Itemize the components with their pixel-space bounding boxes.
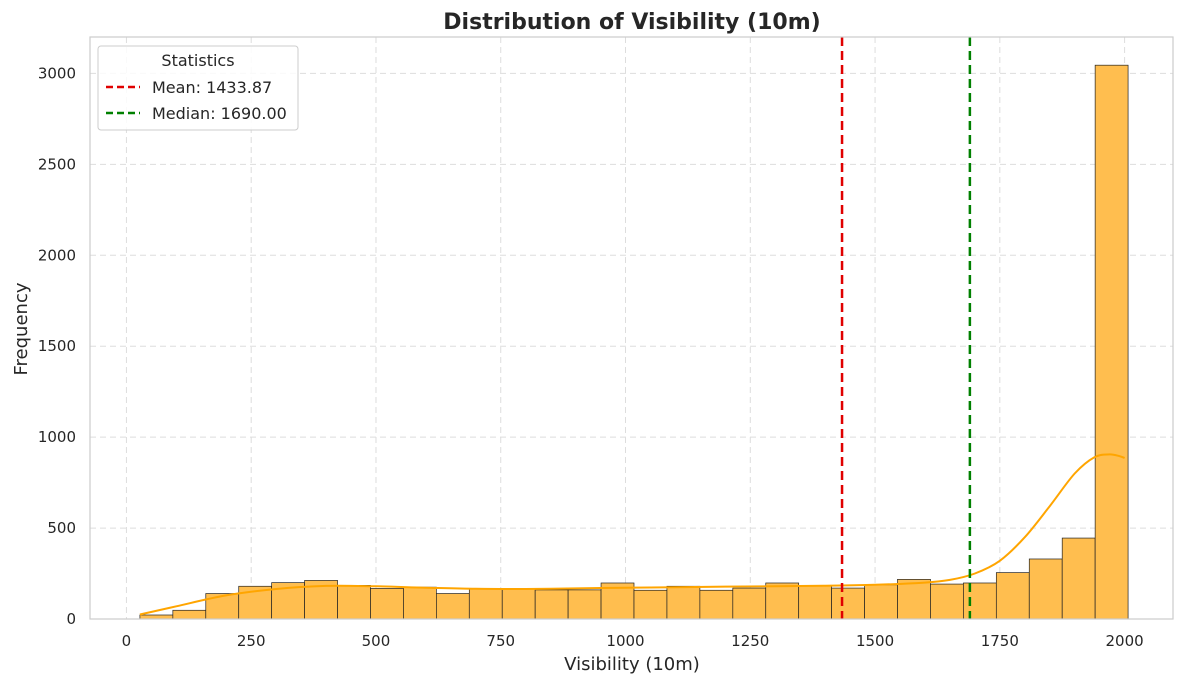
- histogram-bar: [699, 589, 734, 620]
- histogram-bar: [468, 588, 503, 620]
- x-tick-label: 250: [237, 632, 266, 650]
- kde-curve: [139, 453, 1125, 616]
- histogram-bar: [765, 582, 800, 620]
- x-tick-label: 2000: [1105, 632, 1143, 650]
- histogram-bar: [370, 588, 404, 620]
- histogram-bar: [831, 587, 865, 620]
- histogram-bar: [501, 588, 536, 620]
- histogram-bar: [139, 614, 174, 620]
- y-tick-label: 0: [66, 610, 76, 628]
- x-tick-label: 1250: [731, 632, 769, 650]
- y-tick-label: 2500: [38, 155, 76, 173]
- histogram-bar: [633, 589, 668, 620]
- histogram-bar: [403, 586, 437, 620]
- tick-labels: 0 250 500 750 1000 1250 1500 1750 2000 0 500 1000 15…: [38, 64, 1144, 650]
- histogram-bar: [337, 585, 371, 620]
- histogram-bar: [798, 585, 832, 620]
- histogram-bar: [732, 587, 767, 620]
- legend-title: Statistics: [161, 51, 234, 70]
- x-tick-label: 1750: [981, 632, 1019, 650]
- histogram-bar: [1028, 558, 1063, 620]
- histogram-bar: [205, 593, 240, 620]
- legend: Statistics Mean: 1433.87 Median: 1690.00: [97, 45, 299, 131]
- histogram-bar: [864, 584, 898, 620]
- y-axis-label: Frequency: [11, 282, 32, 375]
- x-tick-label: 1500: [856, 632, 894, 650]
- chart-title: Distribution of Visibility (10m): [443, 10, 820, 35]
- histogram-bars: [139, 64, 1129, 620]
- x-axis-label: Visibility (10m): [564, 654, 700, 675]
- x-tick-label: 1000: [606, 632, 644, 650]
- legend-mean-label: Mean: 1433.87: [152, 78, 272, 97]
- histogram-bar: [963, 582, 997, 620]
- histogram-bar: [436, 593, 470, 620]
- histogram-bar: [995, 572, 1030, 620]
- histogram-bar: [534, 589, 569, 620]
- x-tick-label: 0: [122, 632, 132, 650]
- histogram-bar: [930, 583, 964, 620]
- y-tick-label: 3000: [38, 64, 76, 82]
- histogram-bar: [897, 579, 931, 620]
- plot-frame: [89, 36, 1174, 620]
- legend-box: [97, 45, 299, 131]
- y-tick-label: 1500: [38, 337, 76, 355]
- kde-curve-group: [139, 453, 1125, 616]
- x-tick-label: 750: [486, 632, 515, 650]
- histogram-bar: [666, 585, 701, 620]
- histogram-bar: [172, 609, 207, 620]
- histogram-bar: [1061, 537, 1096, 620]
- y-tick-label: 500: [47, 519, 76, 537]
- x-tick-label: 500: [362, 632, 391, 650]
- legend-median-label: Median: 1690.00: [152, 104, 287, 123]
- histogram-bar: [567, 589, 602, 620]
- y-tick-label: 1000: [38, 428, 76, 446]
- histogram-bar: [1094, 64, 1129, 620]
- stat-lines: [840, 37, 972, 619]
- y-tick-label: 2000: [38, 246, 76, 264]
